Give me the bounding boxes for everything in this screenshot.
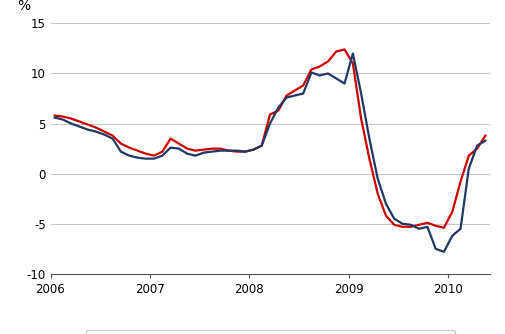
Hoito- ja kunnossapitokoneet [309,67,315,71]
Maarakennuskoneet [52,116,58,120]
Hoito- ja kunnossapitokoneet [482,134,488,138]
Line: Hoito- ja kunnossapitokoneet: Hoito- ja kunnossapitokoneet [55,49,485,228]
Hoito- ja kunnossapitokoneet [333,49,339,53]
Hoito- ja kunnossapitokoneet [52,114,58,118]
Legend: Maarakennuskoneet, Hoito- ja kunnossapitokoneet: Maarakennuskoneet, Hoito- ja kunnossapit… [86,330,454,334]
Hoito- ja kunnossapitokoneet [168,137,174,141]
Hoito- ja kunnossapitokoneet [441,226,447,230]
Maarakennuskoneet [300,92,306,96]
Maarakennuskoneet [309,70,315,74]
Hoito- ja kunnossapitokoneet [341,47,347,51]
Maarakennuskoneet [482,139,488,143]
Maarakennuskoneet [325,71,331,75]
Maarakennuskoneet [333,76,339,80]
Hoito- ja kunnossapitokoneet [325,59,331,63]
Line: Maarakennuskoneet: Maarakennuskoneet [55,53,485,252]
Maarakennuskoneet [391,217,397,221]
Maarakennuskoneet [350,51,356,55]
Maarakennuskoneet [441,250,447,254]
Maarakennuskoneet [168,146,174,150]
Text: %: % [18,0,31,13]
Hoito- ja kunnossapitokoneet [391,223,397,227]
Hoito- ja kunnossapitokoneet [300,84,306,88]
